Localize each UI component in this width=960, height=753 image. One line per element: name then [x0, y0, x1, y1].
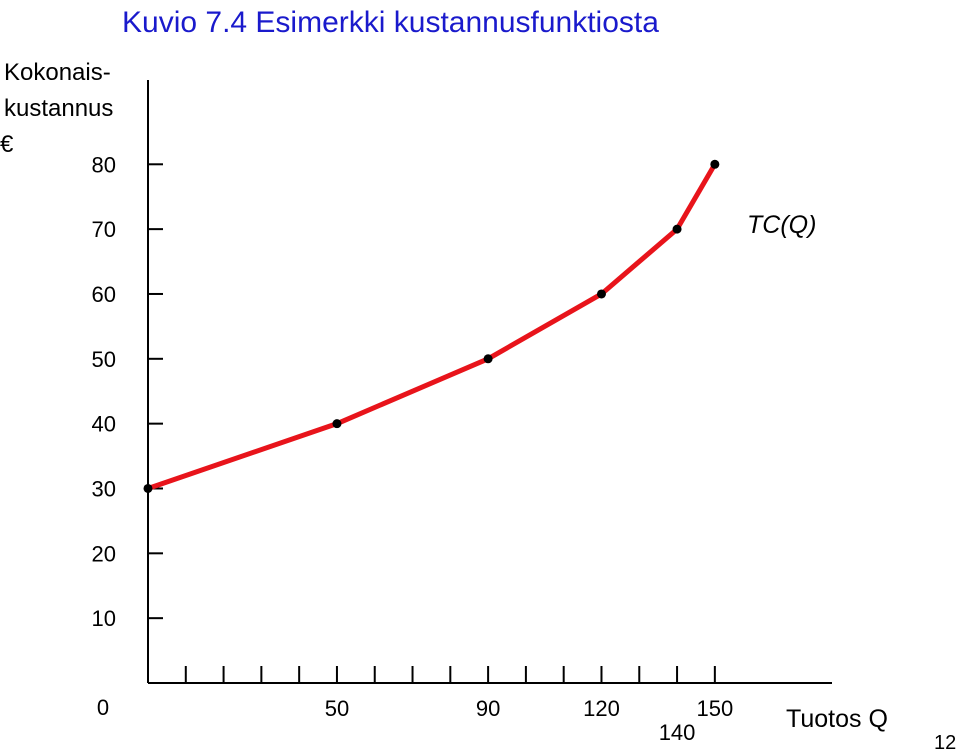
- data-point: [596, 289, 606, 299]
- data-point: [332, 419, 342, 429]
- y-tick-label: 20: [92, 541, 116, 566]
- y-tick-label: 0: [97, 695, 109, 720]
- data-point: [483, 354, 493, 364]
- y-axis-label: kustannus: [4, 95, 113, 122]
- data-point: [143, 483, 153, 493]
- chart-title: Kuvio 7.4 Esimerkki kustannusfunktiosta: [122, 6, 659, 39]
- y-tick-label: 50: [92, 347, 116, 372]
- y-tick-label: 70: [92, 217, 116, 242]
- y-tick-label: 30: [92, 476, 116, 501]
- y-tick-label: 40: [92, 412, 116, 437]
- y-tick-label: 60: [92, 282, 116, 307]
- data-point: [710, 159, 720, 169]
- y-tick-label: 10: [92, 606, 116, 631]
- y-axis-label: Kokonais-: [4, 59, 111, 86]
- y-axis-label: €: [0, 131, 14, 158]
- page-number: 12: [934, 732, 956, 753]
- data-point: [672, 224, 682, 234]
- x-tick-label: 150: [696, 696, 733, 721]
- x-tick-label: 50: [325, 696, 349, 721]
- x-tick-label: 120: [583, 696, 620, 721]
- x-tick-label: 140: [659, 720, 696, 745]
- x-axis-label: Tuotos Q: [786, 705, 888, 733]
- x-tick-label: 90: [476, 696, 500, 721]
- series-line: [147, 163, 718, 491]
- series-label: TC(Q): [747, 211, 816, 239]
- y-tick-label: 80: [92, 152, 116, 177]
